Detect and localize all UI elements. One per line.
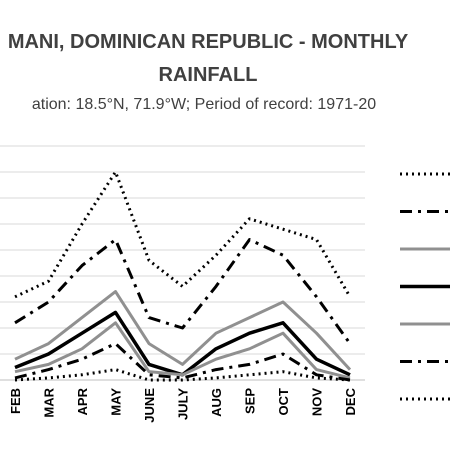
- series-line-3: [14, 290, 352, 371]
- x-tick-label: JULY: [176, 388, 191, 420]
- series-group: [14, 170, 352, 382]
- x-tick-label: MAR: [42, 387, 57, 417]
- series-line-2: [14, 238, 352, 345]
- gridlines: [0, 145, 365, 381]
- x-tick-label: MAY: [109, 388, 124, 416]
- chart-title-line1: MANI, DOMINICAN REPUBLIC - MONTHLY: [8, 31, 409, 53]
- x-tick-label: JUNE: [142, 388, 157, 423]
- x-tick-label: APR: [75, 387, 90, 415]
- x-tick-label: DEC: [343, 387, 358, 415]
- legend: [400, 172, 450, 401]
- x-tick-label: FEB: [8, 388, 23, 414]
- x-tick-label: OCT: [276, 388, 291, 416]
- chart-title-line2: RAINFALL: [159, 64, 258, 86]
- x-axis-ticks: FEB MAR APR MAY JUNE JULY AUG SEP OCT NOV DEC: [8, 387, 358, 422]
- x-tick-label: SEP: [243, 388, 258, 414]
- series-line-7: [14, 368, 351, 382]
- chart-subtitle: ation: 18.5°N, 71.9°W; Period of record:…: [32, 96, 376, 113]
- x-tick-label: AUG: [209, 388, 224, 417]
- series-line-5: [14, 321, 351, 380]
- series-line-1: [14, 170, 352, 299]
- x-tick-label: NOV: [310, 388, 325, 417]
- series-line-6: [14, 342, 351, 382]
